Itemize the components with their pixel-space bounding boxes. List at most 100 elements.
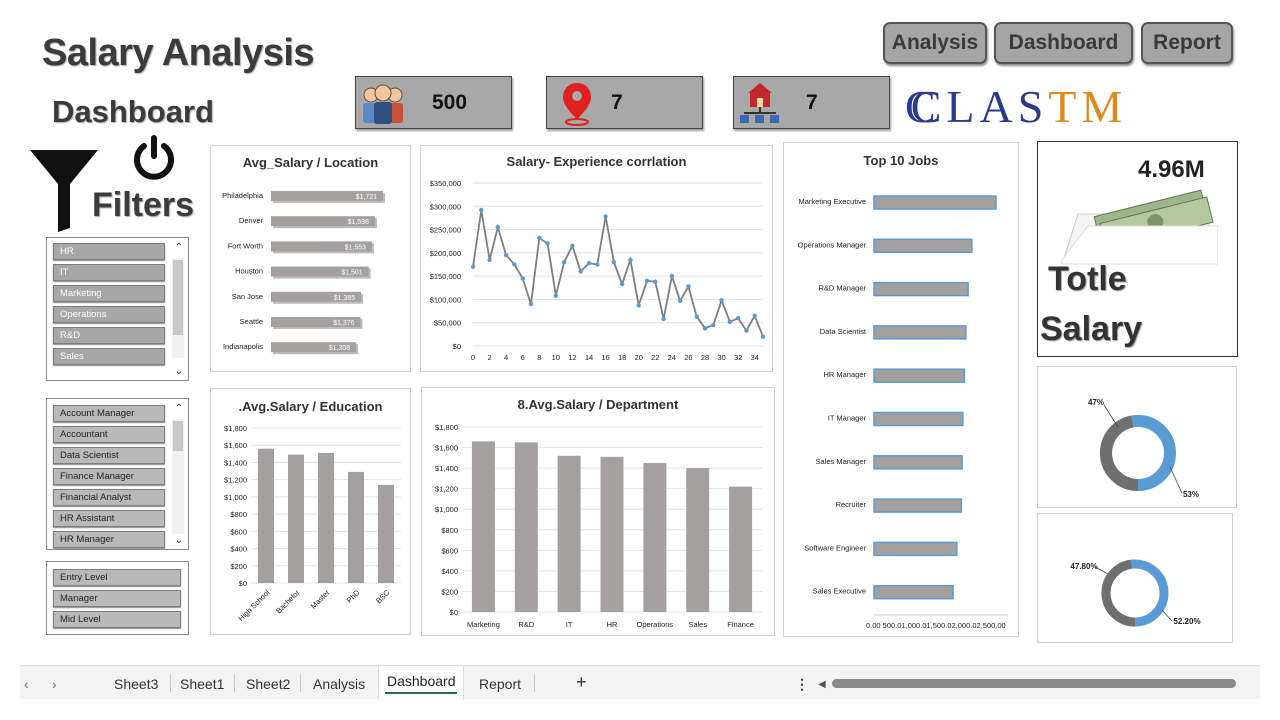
experience-point xyxy=(661,316,666,322)
sheet-tab-sheet2[interactable]: Sheet2 xyxy=(246,676,291,692)
jobs-category-label: IT Manager xyxy=(828,414,867,423)
experience-x-tick: 20 xyxy=(635,353,643,362)
slicer-item[interactable]: Marketing xyxy=(53,285,165,302)
experience-x-tick: 16 xyxy=(601,353,609,362)
department-y-tick: $600 xyxy=(441,546,458,555)
jobs-bar xyxy=(873,584,954,600)
education-category-label: Master xyxy=(309,588,332,611)
location-bar xyxy=(271,317,361,327)
experience-x-tick: 18 xyxy=(618,353,626,362)
jobs-category-label: Data Scientist xyxy=(820,327,867,336)
add-sheet-button[interactable]: + xyxy=(576,672,587,692)
experience-point xyxy=(586,260,592,266)
horizontal-scrollbar[interactable] xyxy=(832,679,1236,688)
jobs-category-label: Sales Executive xyxy=(813,587,866,596)
experience-point xyxy=(561,259,567,265)
slicer-scroll-down[interactable]: ⌄ xyxy=(174,535,183,546)
hscroll-left-arrow[interactable]: ◀ xyxy=(818,679,826,690)
location-category-label: Houston xyxy=(235,267,263,276)
donut-dark-slice xyxy=(1101,559,1169,627)
kpi-departments-value: 7 xyxy=(806,90,818,114)
jobs-x-ticks: 0.00 500.01,000.01,500.02,000.02,500.00 xyxy=(866,621,1006,630)
slicer-item[interactable]: Data Scientist xyxy=(53,447,165,464)
education-y-tick: $600 xyxy=(230,527,247,536)
experience-x-tick: 32 xyxy=(734,353,742,362)
department-category-label: Finance xyxy=(727,620,754,629)
location-data-label: $1,553 xyxy=(345,244,367,251)
education-category-label: BSC xyxy=(374,588,392,606)
sheet-tab-report[interactable]: Report xyxy=(479,676,522,692)
location-category-label: Denver xyxy=(239,216,264,225)
location-data-label: $1,376 xyxy=(333,320,355,327)
slicer-item[interactable]: HR Assistant xyxy=(53,510,165,527)
experience-x-tick: 4 xyxy=(504,353,508,362)
donut-light-label: 53% xyxy=(1183,490,1199,499)
slicer-item[interactable]: Mid Level xyxy=(53,611,181,628)
education-y-tick: $200 xyxy=(230,562,247,571)
sheet-tab-bar: ‹ › Sheet3 Sheet1 Sheet2 Analysis Dashbo… xyxy=(20,665,1260,700)
kpi-locations: 7 xyxy=(546,76,703,129)
logo-letter: T xyxy=(1048,80,1082,132)
slicer-item[interactable]: IT xyxy=(53,264,165,281)
jobs-bar xyxy=(873,368,966,383)
experience-point xyxy=(570,243,575,249)
slicer-item[interactable]: Entry Level xyxy=(53,569,181,586)
slicer-item[interactable]: HR xyxy=(53,243,165,260)
slicer-scroll-up[interactable]: ⌃ xyxy=(174,242,183,253)
location-category-label: Philadelphia xyxy=(222,191,264,200)
level-slicer[interactable]: Entry Level Manager Mid Level xyxy=(46,561,189,635)
education-bar xyxy=(288,454,304,583)
slicer-item[interactable]: Sales xyxy=(53,348,165,365)
total-salary-label-2: Salary xyxy=(1040,310,1143,348)
job-slicer[interactable]: Account Manager Accountant Data Scientist F… xyxy=(46,398,189,550)
department-chart: $0 $200 $400 $600 $800 $1,000 $1,200 $1,400 $1,6… xyxy=(435,423,762,629)
funnel-icon[interactable] xyxy=(28,148,100,234)
slicer-item[interactable]: R&D xyxy=(53,327,165,344)
scroll-left-arrow[interactable]: ‹ xyxy=(24,676,29,692)
experience-point xyxy=(628,257,633,263)
kpi-employees: 500 xyxy=(355,76,512,129)
analysis-button[interactable]: Analysis xyxy=(883,22,987,64)
department-chart-panel: 8.Avg.Salary / Department $0 $200 $400 $600… xyxy=(421,387,775,636)
kpi-locations-value: 7 xyxy=(611,90,623,114)
slicer-scroll-down[interactable]: ⌄ xyxy=(174,366,183,377)
department-y-tick: $1,200 xyxy=(435,485,458,494)
sheet-tab-sheet3[interactable]: Sheet3 xyxy=(114,676,159,692)
slicer-scroll-thumb[interactable] xyxy=(173,260,183,335)
report-button[interactable]: Report xyxy=(1141,22,1233,64)
total-salary-value: 4.96M xyxy=(1138,156,1205,183)
department-category-label: HR xyxy=(607,620,618,629)
sheet-tab-dashboard-bg xyxy=(378,666,464,700)
power-icon[interactable] xyxy=(130,134,178,182)
experience-point xyxy=(686,284,691,289)
department-slicer[interactable]: HR IT Marketing Operations R&D Sales ⌃ ⌄ xyxy=(46,237,189,381)
logo-letter: C xyxy=(910,80,947,132)
total-salary-card: 4.96M Totle Salary xyxy=(1037,141,1238,357)
slicer-scroll-up[interactable]: ⌃ xyxy=(174,403,183,414)
experience-x-tick: 0 xyxy=(471,353,475,362)
slicer-item[interactable]: Accountant xyxy=(53,426,165,443)
experience-point xyxy=(595,262,600,267)
more-options-icon[interactable]: ⋮ xyxy=(795,676,809,692)
department-category-label: IT xyxy=(566,620,573,629)
sheet-tab-dashboard[interactable]: Dashboard xyxy=(387,673,456,689)
slicer-scroll-thumb[interactable] xyxy=(173,421,183,451)
slicer-item[interactable]: Operations xyxy=(53,306,165,323)
logo-letter: A xyxy=(979,80,1018,132)
experience-x-tick: 12 xyxy=(568,353,576,362)
department-y-tick: $1,600 xyxy=(435,444,458,453)
department-bar xyxy=(643,462,667,612)
slicer-item[interactable]: HR Manager xyxy=(53,531,165,548)
location-pin-icon xyxy=(563,82,591,126)
slicer-item[interactable]: Account Manager xyxy=(53,405,165,422)
slicer-item[interactable]: Financial Analyst xyxy=(53,489,165,506)
scroll-right-arrow[interactable]: › xyxy=(52,676,57,692)
location-category-label: Indianapolis xyxy=(223,342,263,351)
sheet-tab-analysis[interactable]: Analysis xyxy=(313,676,366,692)
experience-point xyxy=(644,278,650,283)
sheet-tab-sheet1[interactable]: Sheet1 xyxy=(180,676,225,692)
slicer-item[interactable]: Finance Manager xyxy=(53,468,165,485)
slicer-item[interactable]: Manager xyxy=(53,590,181,607)
dashboard-button[interactable]: Dashboard xyxy=(994,22,1133,64)
